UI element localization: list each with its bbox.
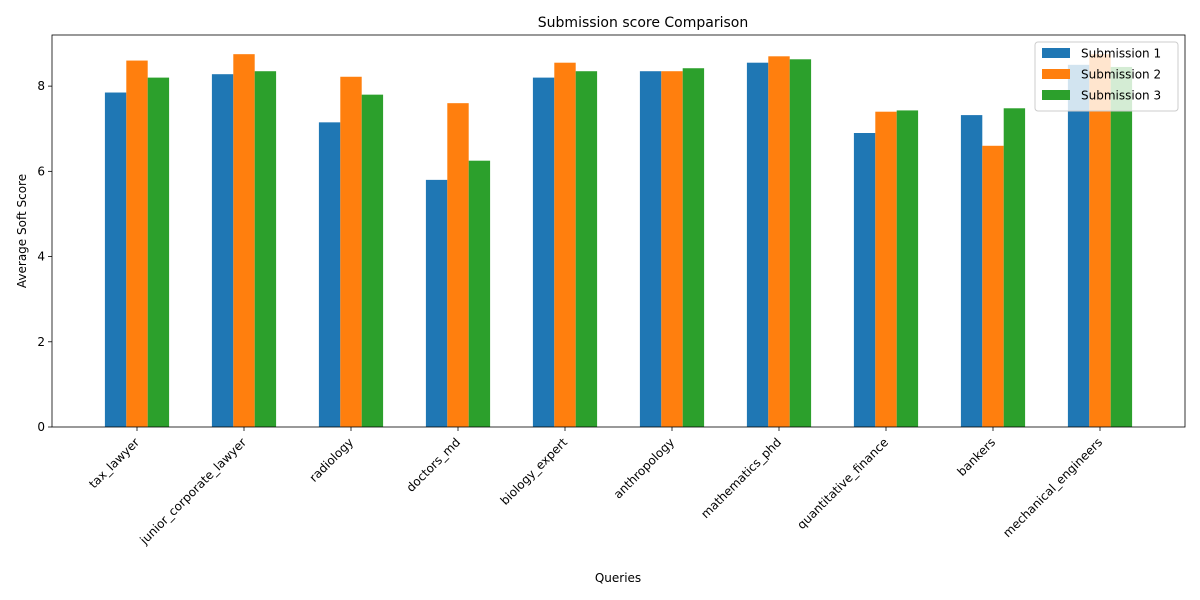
bar-anthropology-series-1 (639, 71, 662, 427)
bars-group (104, 54, 1133, 428)
bar-mathematics_phd-series-3 (789, 59, 812, 427)
chart-title: Submission score Comparison (538, 15, 748, 31)
legend-label-series-3: Submission 3 (1081, 89, 1161, 103)
bar-mechanical_engineers-series-2 (1089, 54, 1111, 427)
bar-junior_corporate_lawyer-series-1 (211, 74, 234, 427)
y-tick-label: 2 (37, 335, 45, 349)
bar-junior_corporate_lawyer-series-3 (254, 71, 277, 427)
bar-doctors_md-series-1 (425, 179, 448, 427)
plot-frame (51, 34, 1186, 428)
bar-mathematics_phd-series-1 (746, 62, 769, 428)
bar-mechanical_engineers-series-1 (1067, 64, 1090, 428)
bar-doctors_md-series-3 (468, 160, 491, 427)
bar-junior_corporate_lawyer-series-2 (233, 54, 255, 427)
bar-tax_lawyer-series-1 (104, 92, 127, 428)
legend-swatch-series-2 (1042, 69, 1070, 79)
bar-quantitative_finance-series-1 (853, 133, 876, 427)
legend-box (1034, 41, 1179, 112)
legend-swatch-series-3 (1042, 90, 1070, 100)
bar-quantitative_finance-series-3 (896, 110, 919, 427)
x-axis-title: Queries (595, 571, 641, 585)
y-axis: 0 2 4 6 8 (37, 79, 52, 434)
bar-biology_expert-series-2 (554, 62, 576, 428)
legend-label-series-2: Submission 2 (1081, 68, 1161, 82)
y-tick-label: 0 (37, 420, 45, 434)
bar-biology_expert-series-3 (575, 71, 598, 427)
y-axis-title: Average Soft Score (15, 174, 29, 288)
bar-bankers-series-1 (960, 115, 983, 428)
bar-quantitative_finance-series-2 (875, 111, 897, 428)
bar-doctors_md-series-2 (447, 103, 469, 427)
bar-anthropology-series-3 (682, 68, 705, 428)
legend-label-series-1: Submission 1 (1081, 47, 1161, 61)
y-tick-label: 6 (37, 164, 45, 178)
bar-bankers-series-2 (982, 145, 1004, 428)
bar-radiology-series-1 (318, 122, 341, 427)
legend: Submission 1 Submission 2 Submission 3 (1034, 41, 1179, 112)
bar-tax_lawyer-series-3 (147, 77, 170, 427)
legend-swatch-series-1 (1042, 48, 1070, 58)
y-tick-label: 4 (37, 250, 45, 264)
y-tick-label: 8 (37, 79, 45, 93)
bar-tax_lawyer-series-2 (126, 60, 148, 427)
bar-biology_expert-series-1 (532, 77, 555, 427)
bar-mechanical_engineers-series-3 (1110, 66, 1133, 428)
bar-radiology-series-3 (361, 94, 384, 428)
bar-mathematics_phd-series-2 (768, 56, 790, 427)
bar-bankers-series-3 (1003, 108, 1026, 427)
bar-anthropology-series-2 (661, 71, 683, 427)
bar-radiology-series-2 (340, 76, 362, 427)
